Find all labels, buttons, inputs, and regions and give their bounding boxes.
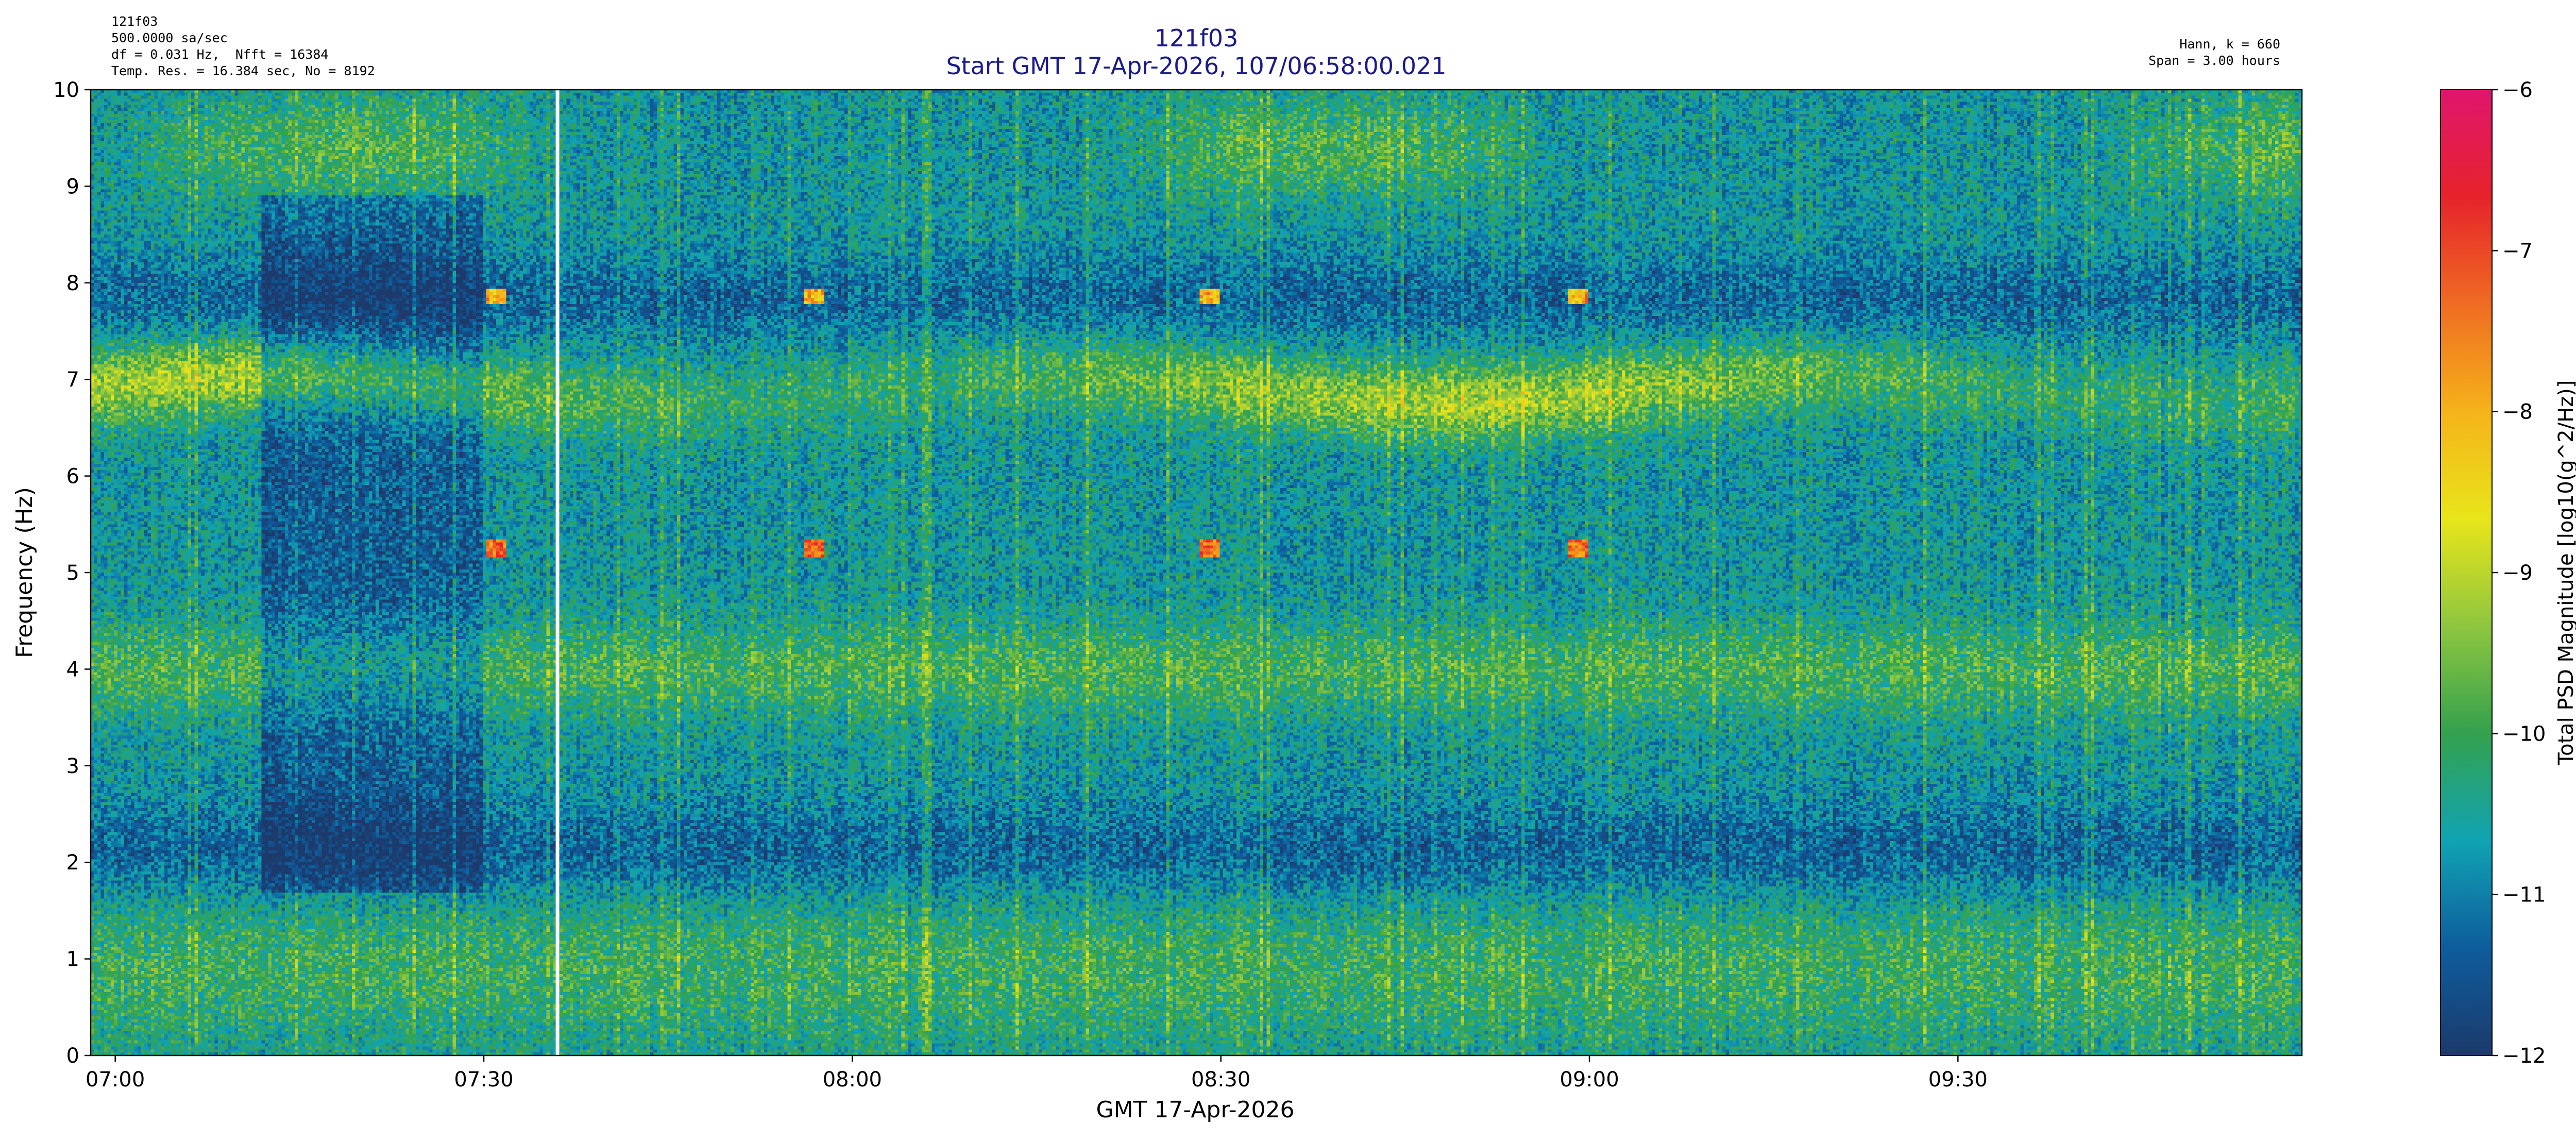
x-tick-label: 07:00 bbox=[86, 1068, 145, 1092]
x-tick-label: 07:30 bbox=[454, 1068, 513, 1092]
x-tick-label: 09:30 bbox=[1928, 1068, 1988, 1092]
colorbar-tick-label: −12 bbox=[2502, 1044, 2546, 1068]
colorbar-tick-label: −7 bbox=[2502, 239, 2533, 263]
y-axis-label: Frequency (Hz) bbox=[11, 487, 38, 658]
y-tick-label: 6 bbox=[66, 465, 79, 489]
parameter-info-left: 121f03 500.0000 sa/sec df = 0.031 Hz, Nfft… bbox=[111, 13, 375, 79]
colorbar-tick-label: −9 bbox=[2502, 561, 2533, 585]
info-right-line: Hann, k = 660 bbox=[2179, 37, 2280, 52]
spectrogram-image bbox=[91, 90, 2302, 1055]
colorbar-tick-label: −10 bbox=[2502, 722, 2546, 746]
x-tick-label: 08:00 bbox=[823, 1068, 882, 1092]
y-tick-label: 5 bbox=[66, 561, 79, 585]
chart-title: 121f03 bbox=[1154, 24, 1239, 52]
info-left-line: Temp. Res. = 16.384 sec, No = 8192 bbox=[111, 63, 375, 78]
colorbar-tick-label: −8 bbox=[2502, 400, 2533, 424]
y-tick-label: 8 bbox=[66, 272, 79, 295]
y-tick-label: 7 bbox=[66, 368, 79, 392]
y-tick-label: 4 bbox=[66, 658, 79, 681]
y-tick-label: 3 bbox=[66, 755, 79, 778]
x-tick-label: 09:00 bbox=[1560, 1068, 1619, 1092]
plot-axes: 0 1 2 3 4 5 6 7 8 9 10 07:00 07:30 08:00 08:30 09:00 09:… bbox=[53, 78, 2303, 1092]
info-left-line: 121f03 bbox=[111, 14, 158, 29]
colorbar-tick-label: −6 bbox=[2502, 78, 2533, 102]
colorbar: −12 −11 −10 −9 −8 −7 −6 bbox=[2440, 78, 2546, 1068]
info-right-line: Span = 3.00 hours bbox=[2148, 53, 2280, 68]
colorbar-label: Total PSD Magnitude [log10(g^2/Hz)] bbox=[2554, 380, 2576, 766]
colorbar-gradient bbox=[2440, 89, 2493, 1056]
x-axis-label: GMT 17-Apr-2026 bbox=[1096, 1097, 1295, 1123]
info-left-line: df = 0.031 Hz, Nfft = 16384 bbox=[111, 47, 329, 62]
y-tick-label: 2 bbox=[66, 851, 79, 875]
chart-subtitle: Start GMT 17-Apr-2026, 107/06:58:00.021 bbox=[946, 52, 1447, 80]
y-tick-label: 1 bbox=[66, 948, 79, 971]
y-tick-label: 10 bbox=[53, 78, 79, 102]
colorbar-tick-label: −11 bbox=[2502, 883, 2546, 907]
x-tick-label: 08:30 bbox=[1191, 1068, 1250, 1092]
parameter-info-right: Hann, k = 660 Span = 3.00 hours bbox=[2148, 36, 2280, 69]
y-tick-label: 0 bbox=[66, 1044, 79, 1068]
spectrogram-plot bbox=[91, 90, 2302, 1055]
info-left-line: 500.0000 sa/sec bbox=[111, 30, 228, 45]
y-tick-label: 9 bbox=[66, 175, 79, 198]
